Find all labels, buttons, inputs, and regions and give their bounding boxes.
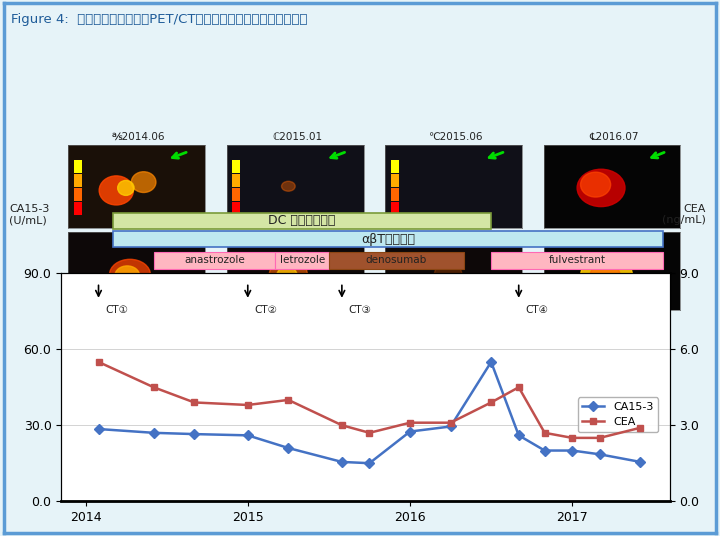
CEA — [190, 399, 199, 406]
Ellipse shape — [580, 256, 633, 295]
Bar — [74, 160, 82, 173]
CA15-3 — [568, 448, 577, 454]
CA15-3 — [446, 423, 455, 430]
CEA — [94, 359, 103, 365]
Text: ℂ2015.01: ℂ2015.01 — [272, 132, 322, 142]
Text: DC ワクチン療法: DC ワクチン療法 — [269, 214, 336, 227]
Text: ℄2016.07: ℄2016.07 — [589, 132, 639, 142]
Bar — [233, 174, 240, 187]
CA15-3 — [149, 430, 158, 436]
Text: CA15-3
(U/mL): CA15-3 (U/mL) — [9, 204, 50, 225]
Bar — [113, 231, 663, 247]
Text: fulvestrant: fulvestrant — [549, 255, 606, 265]
Ellipse shape — [282, 181, 295, 191]
CEA — [540, 430, 549, 436]
Bar — [391, 202, 399, 215]
Bar — [233, 160, 240, 173]
Ellipse shape — [276, 267, 297, 284]
Text: CT④: CT④ — [525, 306, 548, 315]
CEA — [243, 402, 252, 408]
Text: CT②: CT② — [254, 306, 277, 315]
CA15-3 — [284, 445, 292, 451]
CA15-3 — [487, 359, 495, 365]
CA15-3 — [190, 431, 199, 437]
CA15-3 — [514, 432, 523, 438]
Ellipse shape — [580, 172, 611, 197]
Ellipse shape — [117, 181, 134, 196]
Legend: CA15-3, CEA: CA15-3, CEA — [577, 397, 658, 432]
CEA — [568, 435, 577, 441]
Ellipse shape — [590, 263, 620, 288]
Text: Figure 4:  治療スケジュールとPET/CTおよび腫瘍マーカーなどの推移: Figure 4: 治療スケジュールとPET/CTおよび腫瘍マーカーなどの推移 — [11, 13, 307, 26]
CA15-3 — [94, 426, 103, 432]
Text: anastrozole: anastrozole — [184, 255, 245, 265]
Text: denosumab: denosumab — [366, 255, 427, 265]
Text: ℃2015.06: ℃2015.06 — [428, 132, 482, 142]
Bar — [74, 188, 82, 201]
Bar — [329, 252, 464, 269]
Ellipse shape — [577, 169, 625, 206]
Bar — [391, 160, 399, 173]
Bar — [233, 188, 240, 201]
CEA — [636, 425, 644, 431]
CEA — [149, 384, 158, 390]
CA15-3 — [243, 432, 252, 438]
CEA — [284, 397, 292, 403]
Bar — [74, 202, 82, 215]
Text: letrozole: letrozole — [279, 255, 325, 265]
Ellipse shape — [434, 263, 462, 285]
CEA — [487, 399, 495, 406]
Bar — [491, 252, 663, 269]
CEA — [338, 422, 346, 428]
Bar — [391, 188, 399, 201]
Ellipse shape — [115, 266, 140, 285]
Text: CT③: CT③ — [348, 306, 372, 315]
CA15-3 — [540, 448, 549, 454]
Bar — [113, 213, 491, 229]
Ellipse shape — [269, 260, 307, 289]
CEA — [405, 420, 414, 426]
CEA — [365, 430, 374, 436]
Ellipse shape — [109, 259, 150, 291]
CA15-3 — [338, 459, 346, 465]
Bar — [233, 202, 240, 215]
Line: CEA: CEA — [95, 359, 644, 441]
CA15-3 — [636, 459, 644, 465]
Ellipse shape — [99, 176, 133, 205]
CEA — [595, 435, 604, 441]
Text: CEA
(ng/mL): CEA (ng/mL) — [662, 204, 706, 225]
Line: CA15-3: CA15-3 — [95, 359, 644, 467]
Bar — [275, 252, 329, 269]
Text: αβT細胞療法: αβT細胞療法 — [361, 233, 415, 245]
CEA — [446, 420, 455, 426]
CA15-3 — [595, 451, 604, 458]
Text: CT①: CT① — [105, 306, 128, 315]
Text: ℁2014.06: ℁2014.06 — [112, 132, 166, 142]
CA15-3 — [405, 428, 414, 435]
Bar — [153, 252, 275, 269]
CA15-3 — [365, 460, 374, 466]
Bar — [74, 174, 82, 187]
Bar — [391, 174, 399, 187]
CEA — [514, 384, 523, 390]
Ellipse shape — [131, 172, 156, 192]
